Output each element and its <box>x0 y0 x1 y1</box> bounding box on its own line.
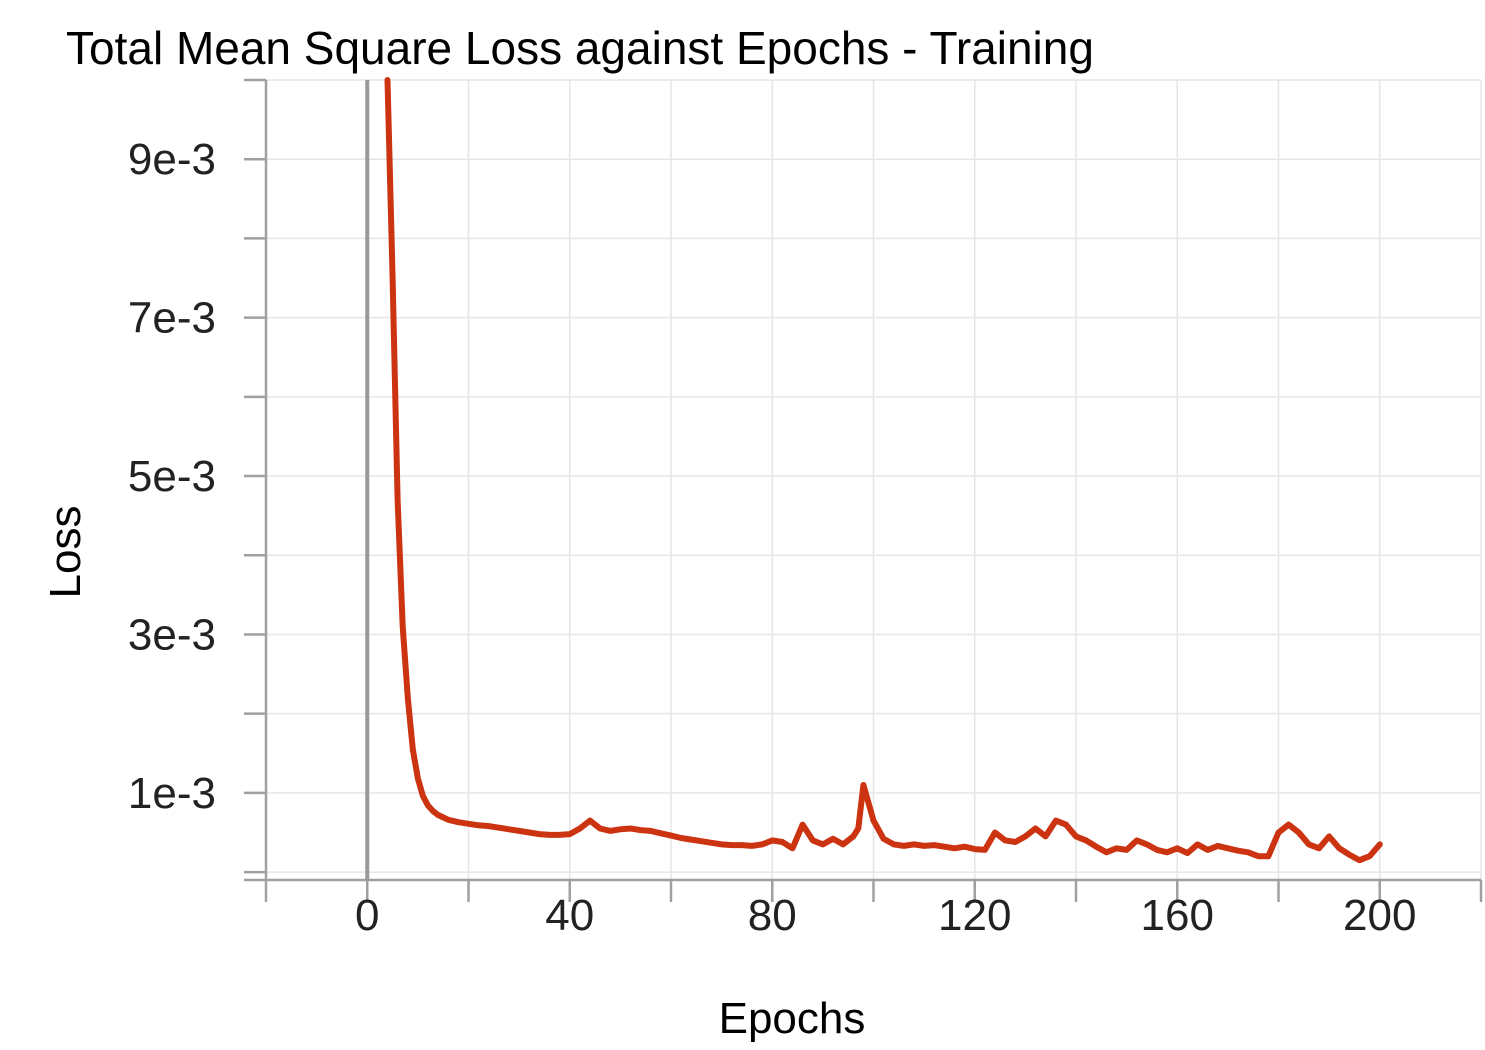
x-axis-title: Epochs <box>719 994 866 1043</box>
axes <box>244 78 1483 902</box>
x-tick-label: 200 <box>1343 891 1416 940</box>
y-tick-label: 9e-3 <box>128 135 216 184</box>
tick-labels: 0 40 80 120 160 200 1e-3 3e-3 5e-3 7e-3 9e-3 <box>128 135 1417 940</box>
y-tick-label: 5e-3 <box>128 452 216 501</box>
x-tick-label: 160 <box>1141 891 1214 940</box>
x-tick-label: 80 <box>748 891 797 940</box>
x-tick-label: 120 <box>938 891 1011 940</box>
chart-title: Total Mean Square Loss against Epochs - … <box>66 22 1094 74</box>
y-axis-title: Loss <box>41 506 90 599</box>
grid <box>265 79 1482 880</box>
y-tick-label: 3e-3 <box>128 610 216 659</box>
loss-series-line <box>384 77 1383 864</box>
x-tick-label: 40 <box>545 891 594 940</box>
y-tick-label: 7e-3 <box>128 294 216 343</box>
y-tick-label: 1e-3 <box>128 769 216 818</box>
series-layer <box>384 77 1383 864</box>
x-tick-label: 0 <box>355 891 379 940</box>
